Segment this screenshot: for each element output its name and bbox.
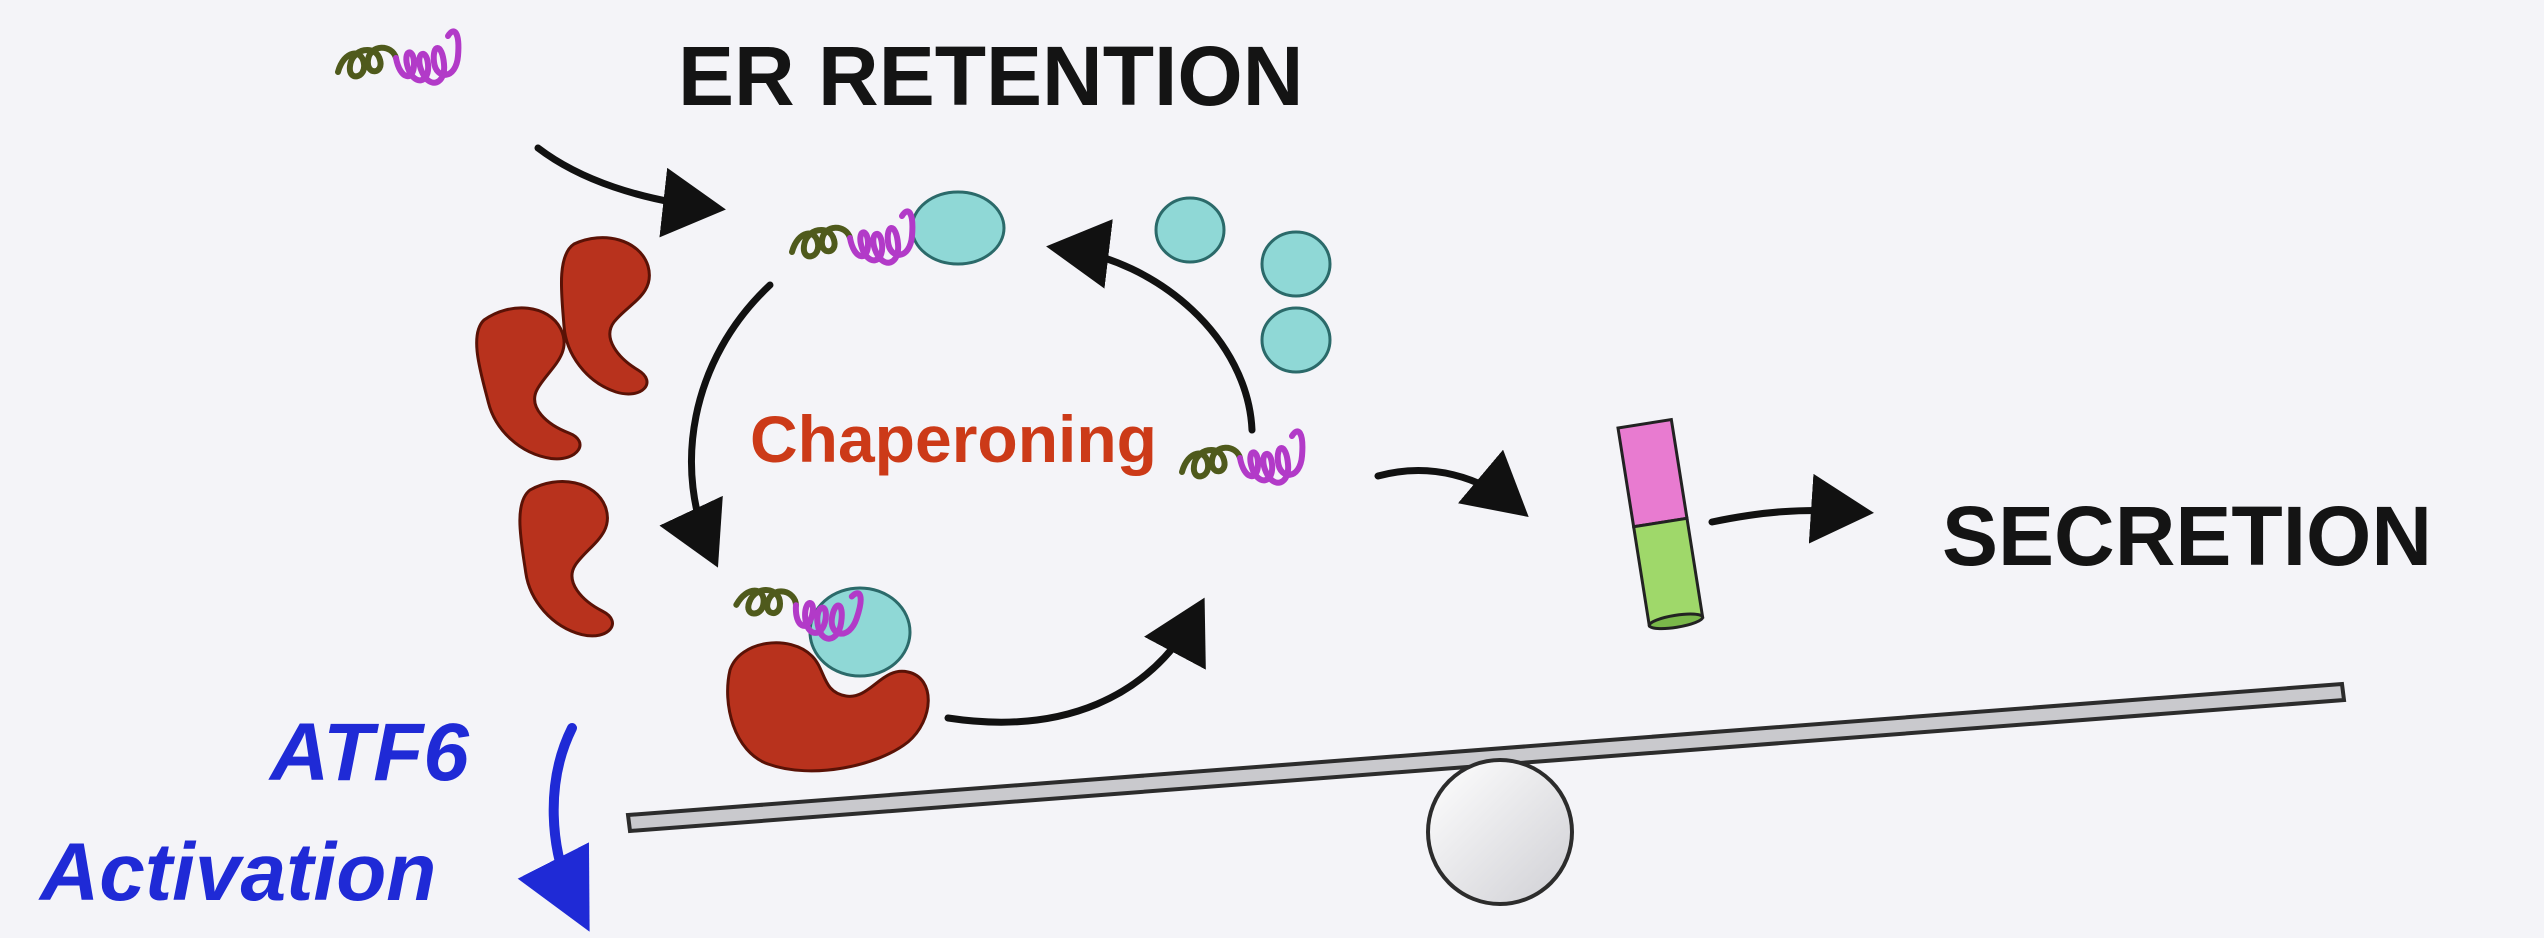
bip-chaperone-icon — [1260, 306, 1332, 374]
bip-chaperone-icon — [910, 190, 1006, 266]
seesaw-fulcrum — [1426, 758, 1574, 906]
atf6-activation-arrow — [517, 723, 590, 932]
bip-bound-peptide — [792, 190, 1006, 266]
folded-protein-icon — [1616, 417, 1705, 631]
chaperone-complex — [726, 565, 930, 773]
arrow-cycle-right — [1046, 219, 1256, 434]
seesaw-balance-icon — [625, 681, 2347, 906]
unfolded-peptide-icon — [1182, 431, 1302, 482]
lectin-chaperone-icon — [559, 236, 651, 396]
bip-chaperone-icon — [1154, 196, 1226, 264]
arrow-cycle-bottom — [944, 597, 1206, 726]
unfolded-peptide-icon — [792, 211, 912, 262]
seesaw-plank — [625, 681, 2347, 834]
arrow-cycle-left — [659, 281, 774, 568]
arrow-entry — [534, 144, 726, 238]
er-retention-label: ER RETENTION — [678, 29, 1303, 123]
lectin-chaperone-icon — [726, 641, 930, 773]
secretion-label: SECRETION — [1942, 489, 2432, 583]
chaperoning-label: Chaperoning — [750, 402, 1157, 476]
atf6-label: ATF6 — [268, 707, 470, 798]
bip-chaperone-icon — [1260, 230, 1332, 298]
activation-label: Activation — [38, 827, 436, 918]
lectin-chaperone-icon — [515, 476, 618, 642]
unfolded-peptide-icon — [338, 31, 458, 82]
arrow-to-secretion — [1708, 473, 1874, 544]
arrow-to-folded — [1374, 449, 1529, 518]
